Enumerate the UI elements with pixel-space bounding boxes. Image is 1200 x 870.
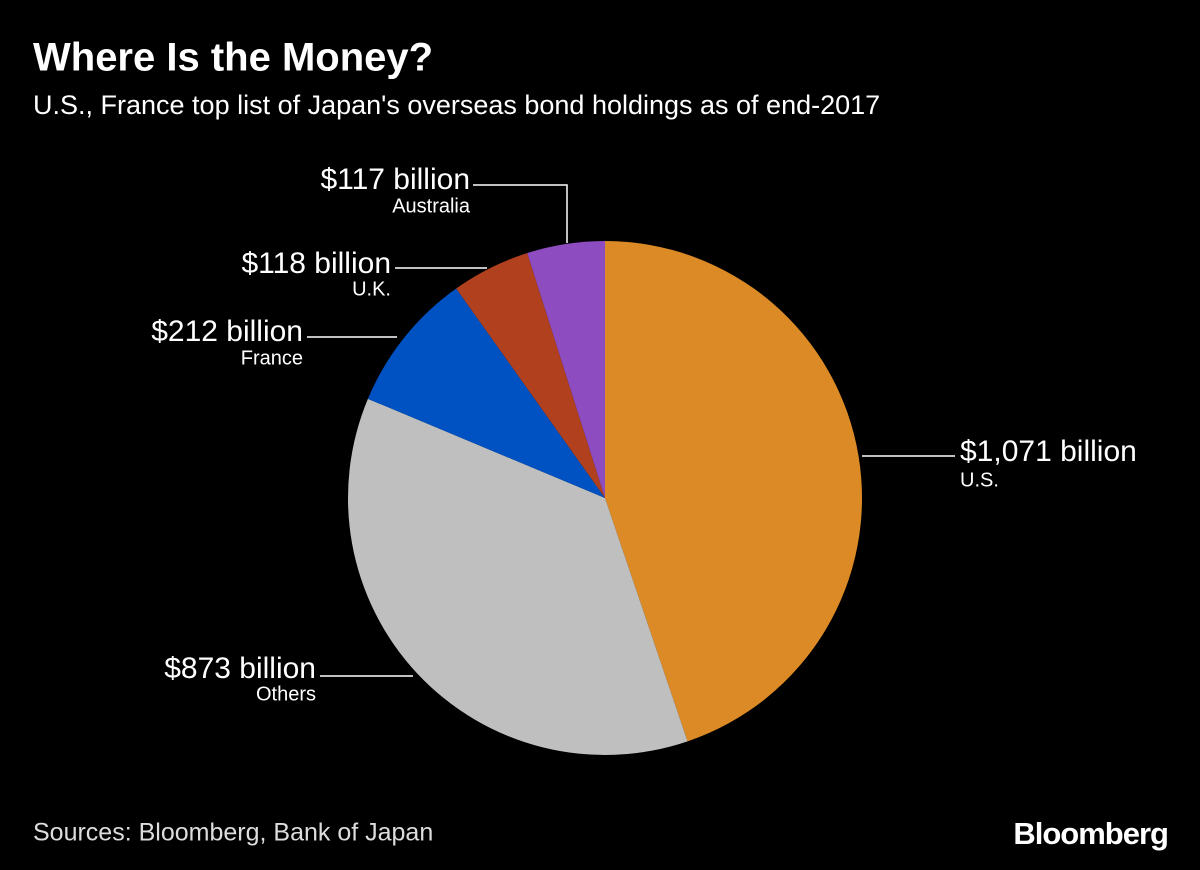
pie-slice [605, 241, 862, 742]
category-label: U.S. [960, 469, 999, 491]
pie-slice [456, 253, 605, 498]
value-label: $1,071 billion [960, 435, 1137, 468]
chart-title: Where Is the Money? [33, 36, 433, 80]
logo: Bloomberg [1013, 816, 1168, 851]
pie-slice [367, 288, 605, 498]
value-label: $117 billion [320, 163, 470, 196]
source: Sources: Bloomberg, Bank of Japan [33, 819, 433, 847]
value-label: $873 billion [164, 652, 316, 685]
chart-subtitle: U.S., France top list of Japan's oversea… [33, 90, 880, 120]
category-label: Others [256, 683, 316, 705]
leader-line [473, 184, 568, 243]
category-label: Australia [392, 195, 471, 217]
pie-slice [527, 241, 605, 498]
pie-slice [348, 398, 688, 755]
value-label: $212 billion [151, 315, 303, 348]
category-label: France [241, 347, 303, 369]
value-label: $118 billion [241, 247, 391, 280]
category-label: U.K. [352, 278, 391, 300]
